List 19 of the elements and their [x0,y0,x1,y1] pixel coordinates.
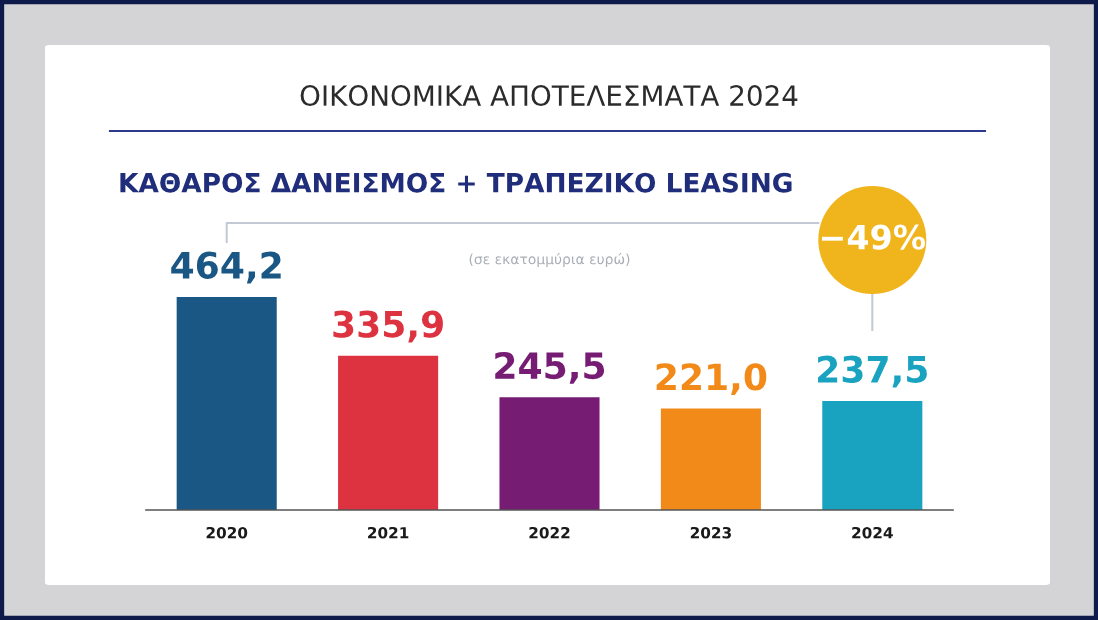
bar [176,297,277,510]
bar [822,401,923,510]
x-tick-label: 2023 [690,526,731,539]
data-label: 464,2 [171,251,281,284]
bar [499,397,600,510]
data-label: 245,5 [495,351,605,384]
bar [338,355,439,510]
data-label: 237,5 [818,355,927,388]
bar [660,408,761,510]
chart-subtitle: ΚΑΘΑΡΟΣ ΔΑΝΕΙΣΜΟΣ + ΤΡΑΠΕΖΙΚΟ LEASING [120,172,792,193]
text: (σε εκατομμύρια ευρώ) [469,253,630,267]
text: −49% [821,224,926,250]
x-tick-label: 2024 [852,526,893,539]
x-tick-label: 2022 [529,526,570,539]
data-label: 221,0 [656,363,767,396]
data-label: 335,9 [333,310,443,343]
chart-title: ΟΙΚΟΝΟΜΙΚΑ ΑΠΟΤΕΛΕΣΜΑΤΑ 2024 [300,85,798,107]
x-tick-label: 2021 [368,526,409,539]
x-tick-label: 2020 [206,526,248,539]
